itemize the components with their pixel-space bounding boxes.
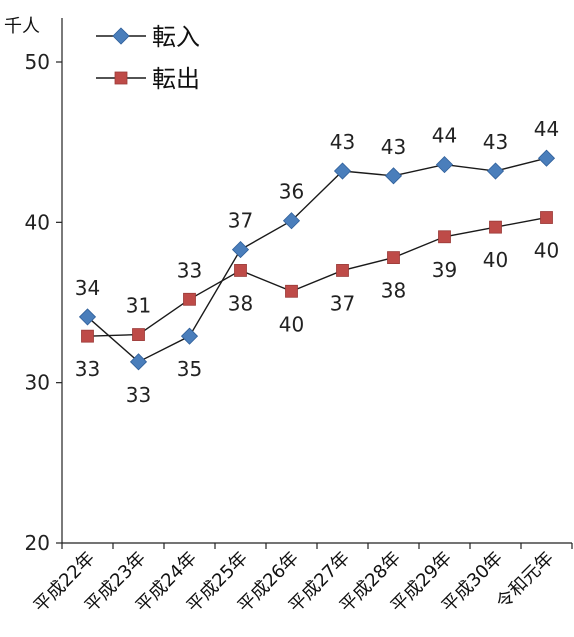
- data-label: 40: [279, 312, 304, 336]
- series-point-diamond: [231, 241, 250, 259]
- series-point-square: [183, 292, 196, 306]
- data-label: 36: [279, 180, 304, 204]
- data-label: 33: [177, 258, 202, 282]
- data-label: 35: [177, 357, 202, 381]
- data-label: 37: [228, 209, 253, 233]
- series-point-square: [234, 264, 247, 277]
- series-point-diamond: [333, 162, 352, 180]
- y-axis-unit-label: 千人: [4, 16, 40, 37]
- y-tick-label: 50: [25, 50, 50, 74]
- series-group: [78, 149, 556, 371]
- data-label: 40: [534, 239, 559, 263]
- data-label: 43: [381, 135, 406, 159]
- series-point-square: [540, 211, 553, 224]
- y-ticks: 20 30 40 50: [25, 50, 62, 555]
- series-line-0: [87, 157, 547, 363]
- data-label: 33: [126, 383, 151, 407]
- x-ticks: 平成22年平成23年平成24年平成25年平成26年平成27年平成28年平成29年…: [30, 543, 573, 617]
- y-tick-label: 20: [25, 531, 50, 555]
- series-point-diamond: [180, 327, 199, 345]
- legend-marker-diamond: [112, 27, 130, 45]
- series-point-square: [489, 220, 502, 234]
- series-point-diamond: [282, 212, 301, 230]
- series-point-square: [81, 329, 94, 343]
- x-tick-label: 令和元年: [492, 548, 558, 614]
- data-label: 40: [483, 248, 508, 272]
- data-label: 43: [483, 130, 508, 154]
- y-tick-label: 30: [25, 371, 50, 395]
- series-point-square: [387, 251, 400, 265]
- data-label: 44: [534, 117, 559, 141]
- data-label: 38: [228, 291, 253, 315]
- series-point-diamond: [486, 162, 505, 180]
- series-line-1: [87, 216, 547, 337]
- series-point-diamond: [78, 308, 97, 326]
- data-labels: 34 33 35 37 36 43 43 44 43 44 33 31 33 38 40 37 38 39 40 40: [75, 117, 559, 407]
- data-label: 43: [330, 130, 355, 154]
- data-label: 31: [126, 294, 151, 318]
- data-label: 39: [432, 258, 457, 282]
- data-label: 44: [432, 124, 457, 148]
- series-point-diamond: [537, 149, 556, 167]
- data-label: 38: [381, 279, 406, 303]
- series-point-square: [336, 264, 349, 277]
- series-point-diamond: [435, 156, 454, 174]
- legend-marker-square: [114, 71, 128, 85]
- legend-label: 転入: [152, 23, 200, 51]
- series-point-diamond: [129, 353, 148, 371]
- data-label: 37: [330, 291, 355, 315]
- series-point-square: [132, 328, 145, 341]
- series-point-square: [285, 284, 298, 298]
- data-label: 33: [75, 357, 100, 381]
- data-label: 34: [75, 276, 100, 300]
- legend-label: 転出: [152, 65, 200, 93]
- y-tick-label: 40: [25, 210, 50, 234]
- series-point-diamond: [384, 167, 403, 185]
- series-point-square: [438, 230, 451, 244]
